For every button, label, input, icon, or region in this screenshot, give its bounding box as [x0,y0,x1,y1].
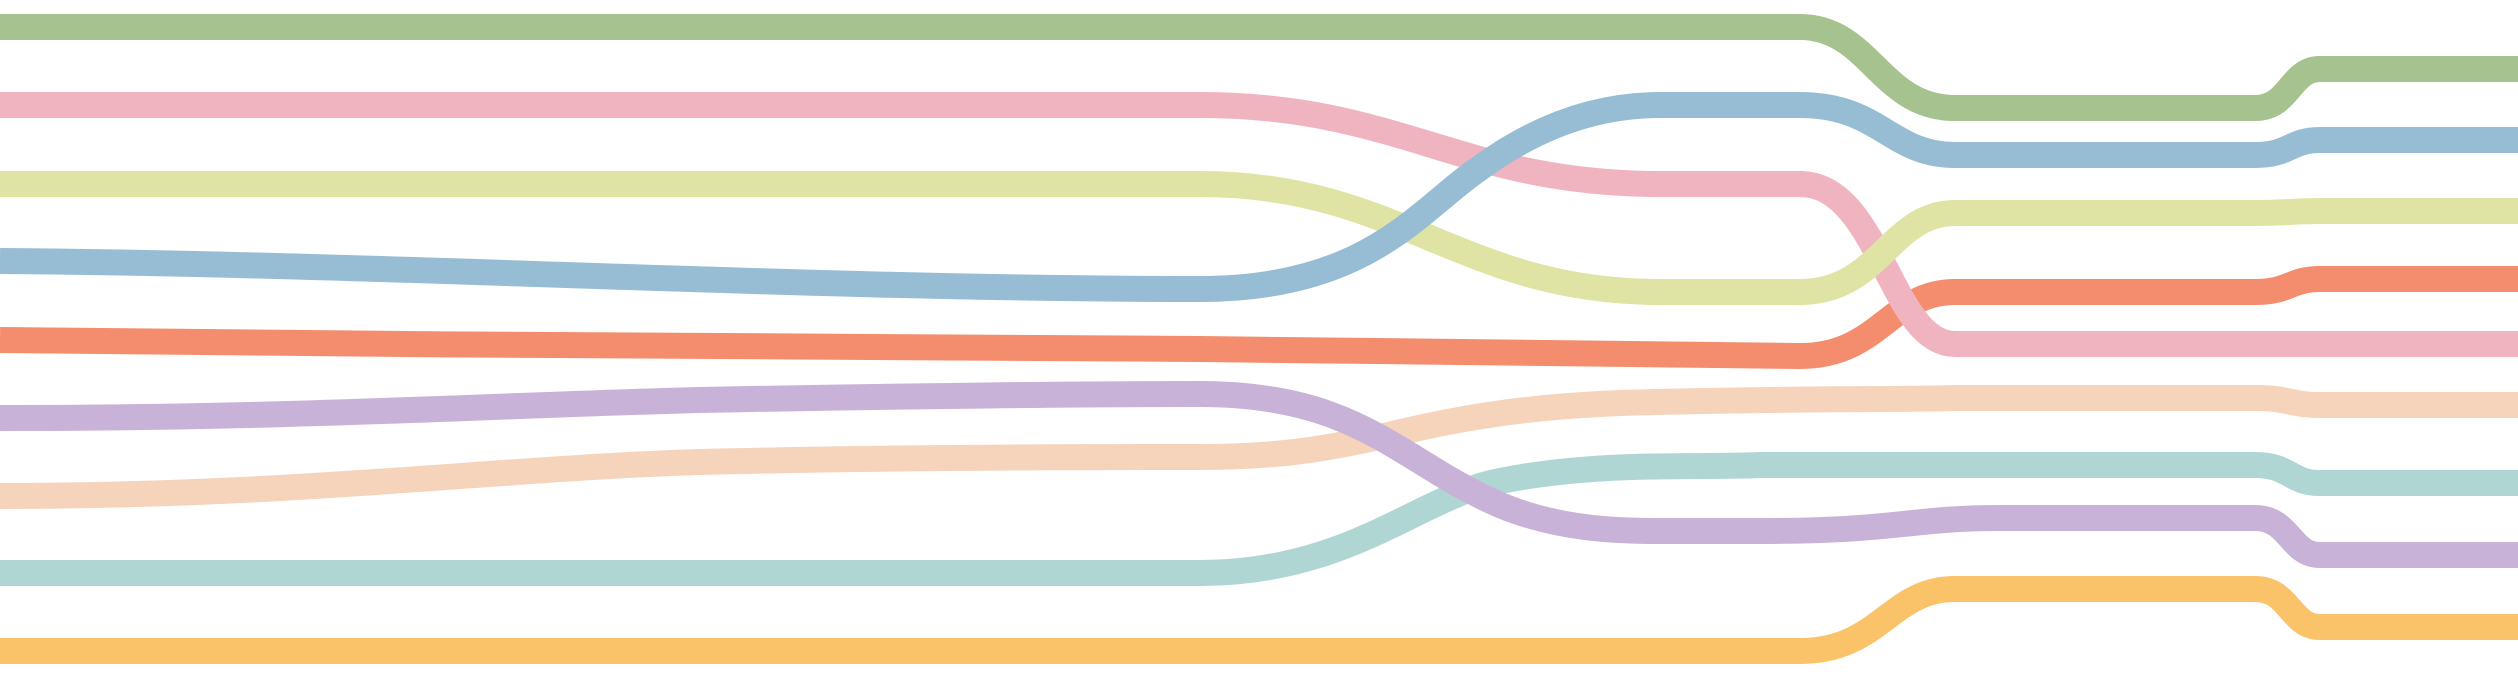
strand-purple [0,381,2518,568]
strand-blue [0,92,2518,302]
strand-pink [0,92,2518,357]
strand-orange [0,266,2518,369]
strand-peach [0,385,2518,509]
strands [0,14,2518,664]
strand-yellow [0,171,2518,305]
strand-gold [0,576,2518,664]
links [1089,105,2248,592]
strand-green [0,14,2518,121]
strand-teal [0,452,2518,586]
